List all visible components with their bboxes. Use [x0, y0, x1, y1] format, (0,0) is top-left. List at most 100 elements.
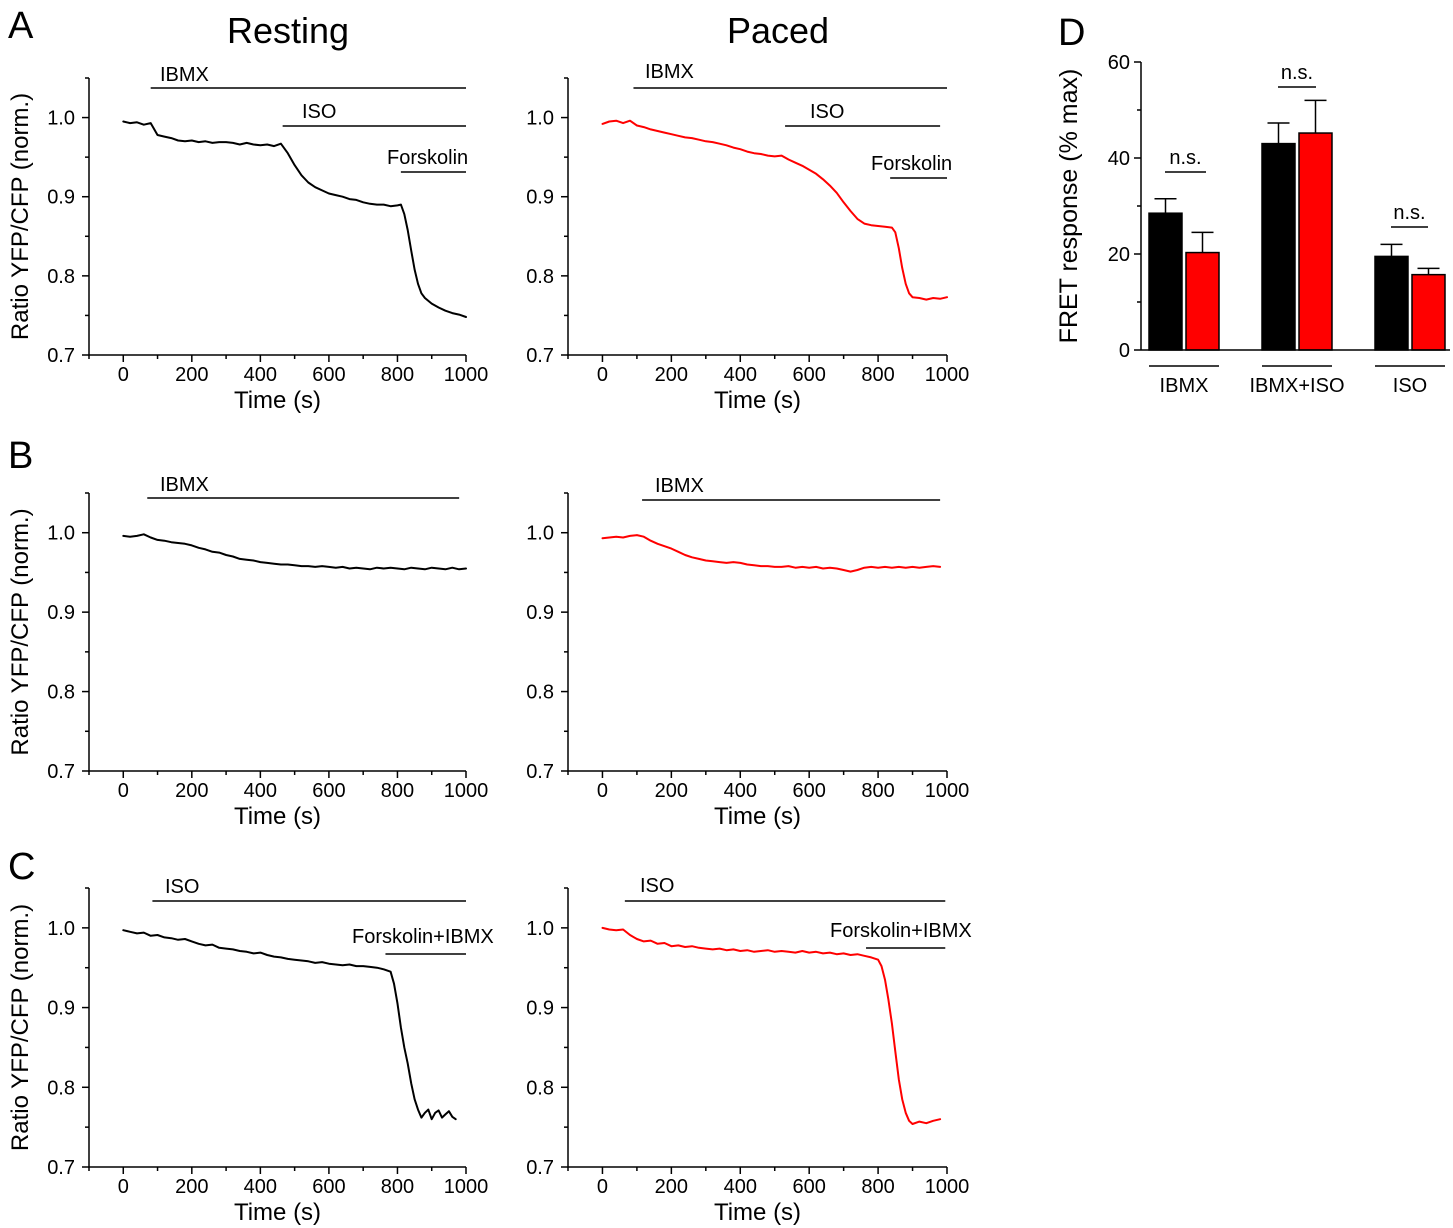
x-tick-label: 600: [312, 1176, 345, 1198]
y-tick-label: 20: [1108, 244, 1130, 266]
x-axis-label: Time (s): [714, 1199, 801, 1226]
bar: [1411, 273, 1446, 351]
x-tick-label: 600: [792, 1176, 825, 1198]
x-tick-label: 1000: [925, 780, 970, 802]
x-tick-label: 1000: [444, 364, 489, 386]
x-tick-label: 800: [861, 364, 894, 386]
x-tick-label: 0: [118, 1176, 129, 1198]
y-tick-label: 0.7: [47, 761, 75, 783]
y-tick-label: 0.9: [526, 998, 554, 1020]
application-label: IBMX: [160, 64, 209, 86]
trace-line: [122, 533, 467, 571]
x-tick-label: 1000: [444, 1176, 489, 1198]
y-axis-label: Ratio YFP/CFP (norm.): [7, 93, 34, 340]
plot-c-resting: 0 200 400 600 800 1000 0.7 0.8 0.9 1.0 Time (s) Rat…: [7, 876, 494, 1226]
x-axis-label: Time (s): [234, 387, 321, 414]
plot-b-paced: 0 200 400 600 800 1000 0.7 0.8 0.9 1.0 Time (s) IBM…: [526, 475, 969, 830]
y-tick-label: 0.7: [526, 345, 554, 367]
x-tick-label: 800: [381, 1176, 414, 1198]
y-tick-label: 0.7: [47, 345, 75, 367]
trace-line: [601, 534, 942, 573]
y-tick-label: 0.9: [47, 602, 75, 624]
application-label: Forskolin: [871, 153, 952, 175]
y-tick-label: 0.8: [47, 266, 75, 288]
axis-lines: [567, 78, 947, 356]
y-tick-label: 0.8: [47, 1077, 75, 1099]
y-tick-label: 0.8: [47, 682, 75, 704]
x-tick-label: 400: [724, 364, 757, 386]
y-tick-label: 1.0: [526, 108, 554, 130]
bar: [1185, 251, 1220, 351]
y-tick-label: 1.0: [47, 523, 75, 545]
plot-d-bar-chart: 0 20 40 60 FRET response (% max) IBMX IBMX+ISO…: [1055, 52, 1450, 397]
x-tick-label: 800: [861, 780, 894, 802]
y-tick-label: 1.0: [47, 108, 75, 130]
y-tick-label: 40: [1108, 148, 1130, 170]
y-tick-label: 0.7: [47, 1157, 75, 1179]
trace-line: [122, 120, 467, 318]
y-tick-label: 0.9: [526, 602, 554, 624]
x-tick-label: 200: [655, 780, 688, 802]
column-title-resting: Resting: [227, 10, 349, 51]
application-label: IBMX: [160, 474, 209, 496]
category-label: ISO: [1393, 375, 1427, 397]
x-tick-label: 600: [792, 780, 825, 802]
significance-label: n.s.: [1393, 202, 1425, 224]
x-tick-label: 600: [792, 364, 825, 386]
y-tick-label: 1.0: [526, 523, 554, 545]
x-axis-label: Time (s): [714, 387, 801, 414]
x-tick-label: 400: [244, 780, 277, 802]
y-tick-label: 0.9: [47, 187, 75, 209]
application-label: ISO: [165, 876, 199, 898]
category-label: IBMX: [1160, 375, 1209, 397]
application-label: Forskolin: [387, 147, 468, 169]
y-tick-label: 0.8: [526, 1077, 554, 1099]
x-axis-label: Time (s): [714, 803, 801, 830]
x-tick-label: 0: [118, 780, 129, 802]
application-label: IBMX: [645, 61, 694, 83]
x-tick-label: 600: [312, 364, 345, 386]
x-tick-label: 0: [597, 1176, 608, 1198]
x-tick-label: 400: [724, 780, 757, 802]
y-tick-label: 0.9: [526, 187, 554, 209]
application-label: ISO: [810, 101, 844, 123]
x-tick-label: 200: [655, 364, 688, 386]
application-label: Forskolin+IBMX: [352, 926, 494, 948]
trace-line: [601, 119, 948, 301]
x-tick-label: 1000: [925, 1176, 970, 1198]
category-label: IBMX+ISO: [1249, 375, 1344, 397]
x-tick-label: 200: [175, 1176, 208, 1198]
application-label: ISO: [302, 101, 336, 123]
y-axis-label: Ratio YFP/CFP (norm.): [7, 508, 34, 755]
panel-label-a: A: [8, 5, 34, 47]
axis-lines: [88, 78, 466, 356]
y-tick-label: 60: [1108, 52, 1130, 74]
trace-line: [122, 929, 457, 1121]
x-axis-label: Time (s): [234, 1199, 321, 1226]
plot-a-resting: 0 200 400 600 800 1000 0.7 0.8 0.9 1.0 Time (s) Rat…: [7, 64, 488, 414]
x-tick-label: 800: [381, 364, 414, 386]
y-tick-label: 0.7: [526, 1157, 554, 1179]
y-axis-label: FRET response (% max): [1055, 69, 1083, 344]
x-tick-label: 200: [655, 1176, 688, 1198]
x-tick-label: 400: [724, 1176, 757, 1198]
application-label: ISO: [640, 875, 674, 897]
x-tick-label: 0: [597, 780, 608, 802]
x-tick-label: 0: [118, 364, 129, 386]
trace-line: [601, 926, 942, 1125]
application-label: Forskolin+IBMX: [830, 920, 972, 942]
x-tick-label: 0: [597, 364, 608, 386]
bar: [1298, 132, 1333, 351]
x-tick-label: 800: [381, 780, 414, 802]
x-tick-label: 600: [312, 780, 345, 802]
x-tick-label: 1000: [925, 364, 970, 386]
panel-label-d: D: [1058, 12, 1085, 54]
y-tick-label: 0: [1119, 340, 1130, 362]
y-tick-label: 0.8: [526, 266, 554, 288]
plot-b-resting: 0 200 400 600 800 1000 0.7 0.8 0.9 1.0 Time (s) Rat…: [7, 474, 488, 830]
y-tick-label: 1.0: [47, 918, 75, 940]
significance-label: n.s.: [1281, 62, 1313, 84]
column-title-paced: Paced: [727, 10, 829, 51]
panel-label-c: C: [8, 846, 35, 888]
